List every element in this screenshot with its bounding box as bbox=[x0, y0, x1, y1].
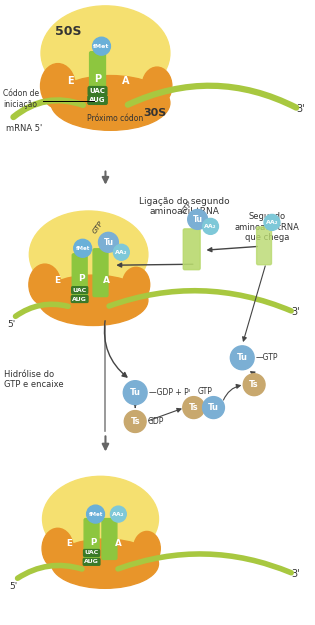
Ellipse shape bbox=[42, 528, 73, 569]
Text: Próximo códon: Próximo códon bbox=[87, 114, 144, 123]
FancyBboxPatch shape bbox=[93, 249, 108, 297]
Text: AUG: AUG bbox=[89, 97, 106, 103]
Text: Tu: Tu bbox=[208, 403, 219, 412]
Text: Tu: Tu bbox=[103, 238, 113, 247]
Circle shape bbox=[74, 239, 92, 258]
Text: 50S: 50S bbox=[54, 25, 81, 38]
Text: Ts: Ts bbox=[189, 403, 198, 412]
Ellipse shape bbox=[134, 531, 160, 566]
Circle shape bbox=[113, 244, 129, 260]
Ellipse shape bbox=[41, 6, 170, 101]
Text: AUG: AUG bbox=[84, 559, 99, 564]
Ellipse shape bbox=[41, 64, 75, 108]
Text: UAC: UAC bbox=[84, 551, 99, 556]
Circle shape bbox=[124, 411, 146, 432]
Text: A: A bbox=[115, 539, 122, 549]
FancyBboxPatch shape bbox=[102, 519, 117, 559]
Circle shape bbox=[230, 346, 254, 370]
Text: Ts: Ts bbox=[249, 380, 259, 389]
Text: GTP: GTP bbox=[180, 200, 193, 215]
Circle shape bbox=[183, 397, 204, 419]
Ellipse shape bbox=[142, 67, 172, 105]
Text: GDP: GDP bbox=[148, 417, 164, 426]
Text: E: E bbox=[67, 76, 74, 86]
Text: P: P bbox=[94, 74, 101, 84]
Text: AUG: AUG bbox=[72, 296, 87, 301]
Text: Ligação do segundo
aminoacil-tRNA: Ligação do segundo aminoacil-tRNA bbox=[140, 196, 230, 216]
Text: Hidrólise do
GTP e encaixe: Hidrólise do GTP e encaixe bbox=[4, 370, 64, 389]
Text: Códon de
iniciação: Códon de iniciação bbox=[3, 89, 39, 109]
Text: AA₂: AA₂ bbox=[115, 250, 128, 255]
Text: Tu: Tu bbox=[193, 215, 203, 224]
Ellipse shape bbox=[51, 76, 170, 131]
FancyBboxPatch shape bbox=[183, 229, 200, 270]
Text: P: P bbox=[78, 274, 85, 283]
Circle shape bbox=[111, 506, 126, 522]
Ellipse shape bbox=[29, 211, 148, 298]
Text: AA₂: AA₂ bbox=[112, 512, 125, 517]
Text: fMet: fMet bbox=[76, 246, 90, 251]
Text: E: E bbox=[66, 539, 72, 549]
Text: AA₂: AA₂ bbox=[266, 220, 278, 225]
Text: fMet: fMet bbox=[93, 44, 110, 49]
Text: GTP: GTP bbox=[92, 220, 105, 235]
Text: mRNA 5': mRNA 5' bbox=[6, 124, 43, 133]
Text: 3': 3' bbox=[292, 569, 301, 579]
Text: Segundo
aminoacil-tRNA
que chega: Segundo aminoacil-tRNA que chega bbox=[235, 213, 300, 243]
Circle shape bbox=[243, 374, 265, 396]
Circle shape bbox=[87, 505, 105, 523]
Text: fMet: fMet bbox=[89, 512, 103, 517]
FancyBboxPatch shape bbox=[72, 254, 87, 297]
FancyBboxPatch shape bbox=[89, 52, 106, 99]
Ellipse shape bbox=[122, 268, 150, 302]
Circle shape bbox=[188, 209, 208, 229]
Text: UAC: UAC bbox=[72, 288, 87, 292]
Text: AA₂: AA₂ bbox=[204, 224, 217, 229]
FancyBboxPatch shape bbox=[84, 519, 99, 559]
Text: Tu: Tu bbox=[237, 353, 248, 362]
Text: Tu: Tu bbox=[130, 388, 141, 397]
Circle shape bbox=[203, 397, 224, 419]
Circle shape bbox=[264, 214, 280, 231]
Ellipse shape bbox=[51, 539, 158, 588]
Text: —GDP + Pᴵ: —GDP + Pᴵ bbox=[149, 388, 190, 397]
Text: E: E bbox=[54, 276, 60, 284]
Text: 3': 3' bbox=[292, 307, 301, 317]
Text: P: P bbox=[90, 538, 97, 547]
Text: UAC: UAC bbox=[89, 88, 106, 94]
Circle shape bbox=[203, 218, 219, 234]
Text: A: A bbox=[122, 76, 129, 86]
Circle shape bbox=[99, 232, 118, 253]
Ellipse shape bbox=[29, 264, 61, 306]
Text: 5': 5' bbox=[9, 582, 17, 591]
Text: —GTP: —GTP bbox=[256, 353, 279, 362]
Text: 5': 5' bbox=[7, 321, 15, 329]
FancyBboxPatch shape bbox=[257, 227, 272, 265]
Ellipse shape bbox=[38, 275, 148, 326]
Text: GTP: GTP bbox=[197, 387, 212, 396]
Circle shape bbox=[93, 38, 111, 55]
Text: 3': 3' bbox=[297, 104, 305, 114]
Text: Ts: Ts bbox=[130, 417, 140, 426]
Ellipse shape bbox=[43, 476, 158, 561]
Text: 30S: 30S bbox=[143, 108, 167, 118]
Circle shape bbox=[123, 381, 147, 404]
Text: A: A bbox=[103, 276, 110, 284]
